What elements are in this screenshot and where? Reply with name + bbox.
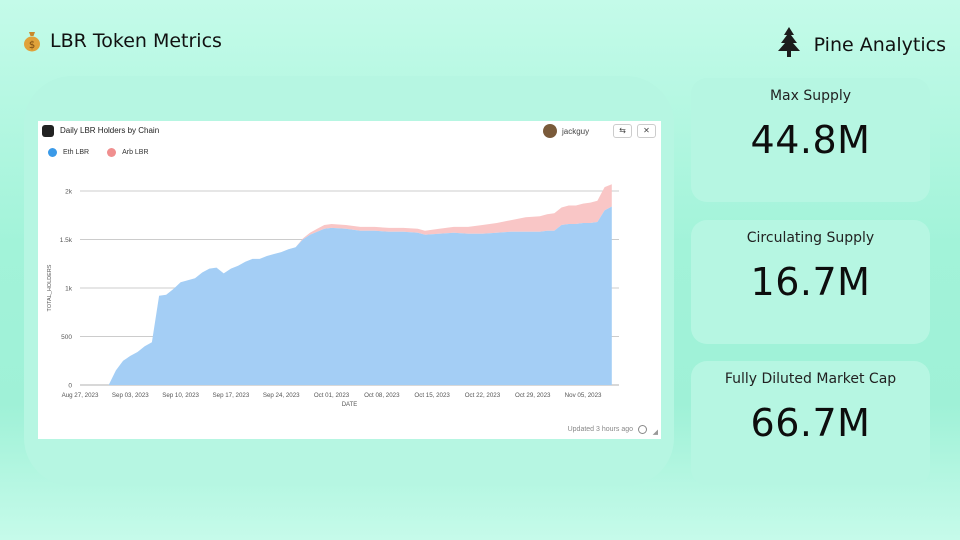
close-button[interactable]: ✕ [637,124,656,138]
chart-author[interactable]: jackguy [543,124,589,138]
stat-value: 44.8M [750,118,871,162]
legend-item-eth[interactable]: Eth LBR [48,148,89,157]
page-header: $ LBR Token Metrics [22,30,222,52]
x-tick-label: Oct 15, 2023 [414,392,450,399]
svg-text:$: $ [29,40,35,51]
stat-label: Fully Diluted Market Cap [724,371,897,387]
clock-icon[interactable] [638,425,647,434]
page-title: LBR Token Metrics [50,30,222,52]
y-tick-label: 1.5k [60,237,73,244]
chart-legend: Eth LBR Arb LBR [48,148,149,157]
series-area-eth [80,206,612,385]
x-tick-label: Sep 10, 2023 [162,392,199,399]
chart-title: Daily LBR Holders by Chain [60,126,160,135]
x-tick-label: Sep 24, 2023 [263,392,300,399]
stat-label: Circulating Supply [746,230,875,246]
legend-dot-arb [107,148,117,157]
chart-card: Daily LBR Holders by Chain jackguy ⇆ ✕ E… [38,121,661,439]
x-tick-label: Oct 22, 2023 [465,392,501,399]
author-name: jackguy [562,126,590,136]
resize-handle-icon[interactable]: ◢ [652,428,658,436]
money-bag-icon: $ [22,30,42,52]
legend-item-arb[interactable]: Arb LBR [107,148,149,157]
y-axis-label: TOTAL_HOLDERS [47,264,53,311]
holders-area-chart: 0 500 1k 1.5k 2k Aug 27, 2023 Sep 03, 2023 Sep … [47,184,619,408]
stat-card-circulating-supply: Circulating Supply 16.7M [691,220,930,344]
y-tick-label: 2k [65,189,73,196]
pine-tree-icon [772,26,806,63]
updated-status: Updated 3 hours ago [568,425,647,434]
stat-card-fdv: Fully Diluted Market Cap 66.7M [691,361,930,485]
legend-label-eth: Eth LBR [63,149,90,156]
x-tick-label: Oct 08, 2023 [364,392,400,399]
y-tick-label: 0 [68,383,72,390]
x-tick-label: Nov 05, 2023 [565,392,602,399]
updated-text: Updated 3 hours ago [567,426,633,433]
brand-name: Pine Analytics [813,33,946,56]
stat-card-max-supply: Max Supply 44.8M [691,78,930,202]
avatar [543,124,557,138]
x-axis-label: DATE [342,402,358,408]
stat-label: Max Supply [769,88,852,104]
legend-label-arb: Arb LBR [122,149,149,156]
y-tick-label: 500 [61,334,72,341]
stat-value: 16.7M [750,260,871,304]
y-tick-label: 1k [65,286,73,293]
stat-value: 66.7M [750,401,871,445]
x-tick-label: Aug 27, 2023 [62,392,99,399]
brand: Pine Analytics [772,26,946,63]
legend-dot-eth [48,148,57,157]
x-tick-label: Sep 03, 2023 [112,392,149,399]
x-tick-label: Oct 01, 2023 [314,392,350,399]
x-tick-label: Oct 29, 2023 [515,392,551,399]
share-button[interactable]: ⇆ [613,124,632,138]
x-tick-label: Sep 17, 2023 [213,392,250,399]
dashboard-logo-icon [42,125,54,137]
